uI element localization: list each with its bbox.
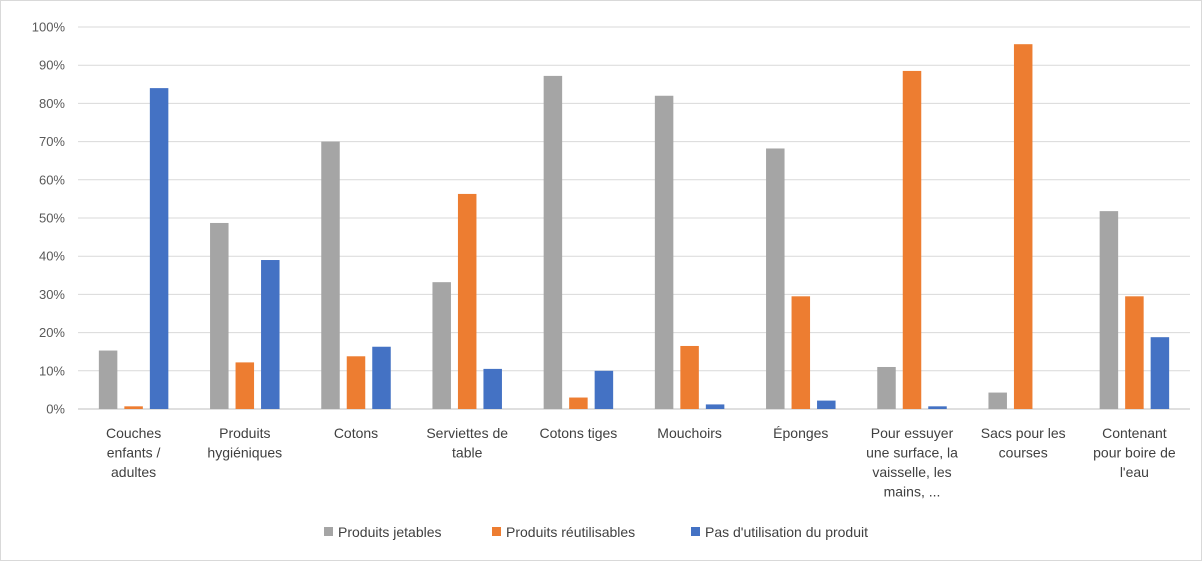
bar [705,404,725,409]
x-tick-label: Sacs pour les courses [981,425,1066,461]
legend-label: Pas d'utilisation du produit [705,524,868,540]
bar [766,148,785,409]
bar [261,260,280,409]
y-tick-label: 40% [39,249,65,264]
x-axis-labels: Couches enfants / adultes Produits hygiéniqu… [106,425,1176,500]
y-tick-label: 0% [46,402,65,417]
y-tick-label: 20% [39,325,65,340]
bar [1125,296,1144,409]
y-axis-ticks: 0% 10% 20% 30% 40% 50% 60% 70% 80% 90% 100% [32,20,66,417]
x-tick-label: Mouchoirs [657,425,722,441]
x-tick-label: Couches enfants / adultes [106,425,161,480]
y-tick-label: 70% [39,134,65,149]
bar [235,362,255,409]
x-tick-label: Contenant pour boire de l'eau [1093,425,1176,480]
legend-swatch [324,527,333,536]
bar [346,356,366,409]
x-tick-label: Cotons tiges [539,425,617,441]
bar [791,296,811,409]
bar [432,282,451,409]
bar [543,75,563,410]
y-tick-label: 80% [39,96,65,111]
bar [372,346,391,409]
bar [817,400,836,409]
bar [654,95,674,409]
bar [210,222,229,409]
bar [902,70,922,410]
legend: Produits jetables Produits réutilisables P… [324,524,868,540]
bar [483,368,502,409]
bar [594,370,614,409]
bar [149,88,169,410]
bar [1099,211,1119,409]
bar [1013,44,1033,409]
legend-label: Produits réutilisables [506,524,635,540]
legend-swatch [691,527,700,536]
legend-swatch [492,527,501,536]
x-tick-label: Serviettes de table [426,425,508,461]
bar [569,397,588,409]
bar [928,406,947,409]
x-tick-label: Éponges [773,425,828,441]
bars [98,44,1170,410]
x-tick-label: Pour essuyer une surface, la vaisselle, le… [866,425,958,500]
bar [680,345,699,409]
bar [457,193,477,409]
bar [988,392,1007,409]
y-tick-label: 10% [39,363,65,378]
bar [321,141,340,409]
y-tick-label: 90% [39,58,65,73]
y-tick-label: 50% [39,211,65,226]
bar [98,350,118,409]
legend-label: Produits jetables [338,524,442,540]
y-tick-label: 100% [32,20,66,35]
bar [1150,337,1170,409]
bar [877,366,896,409]
bar [124,406,143,409]
x-tick-label: Cotons [334,425,378,441]
y-tick-label: 60% [39,172,65,187]
y-tick-label: 30% [39,287,65,302]
x-tick-label: Produits hygiéniques [207,425,282,461]
